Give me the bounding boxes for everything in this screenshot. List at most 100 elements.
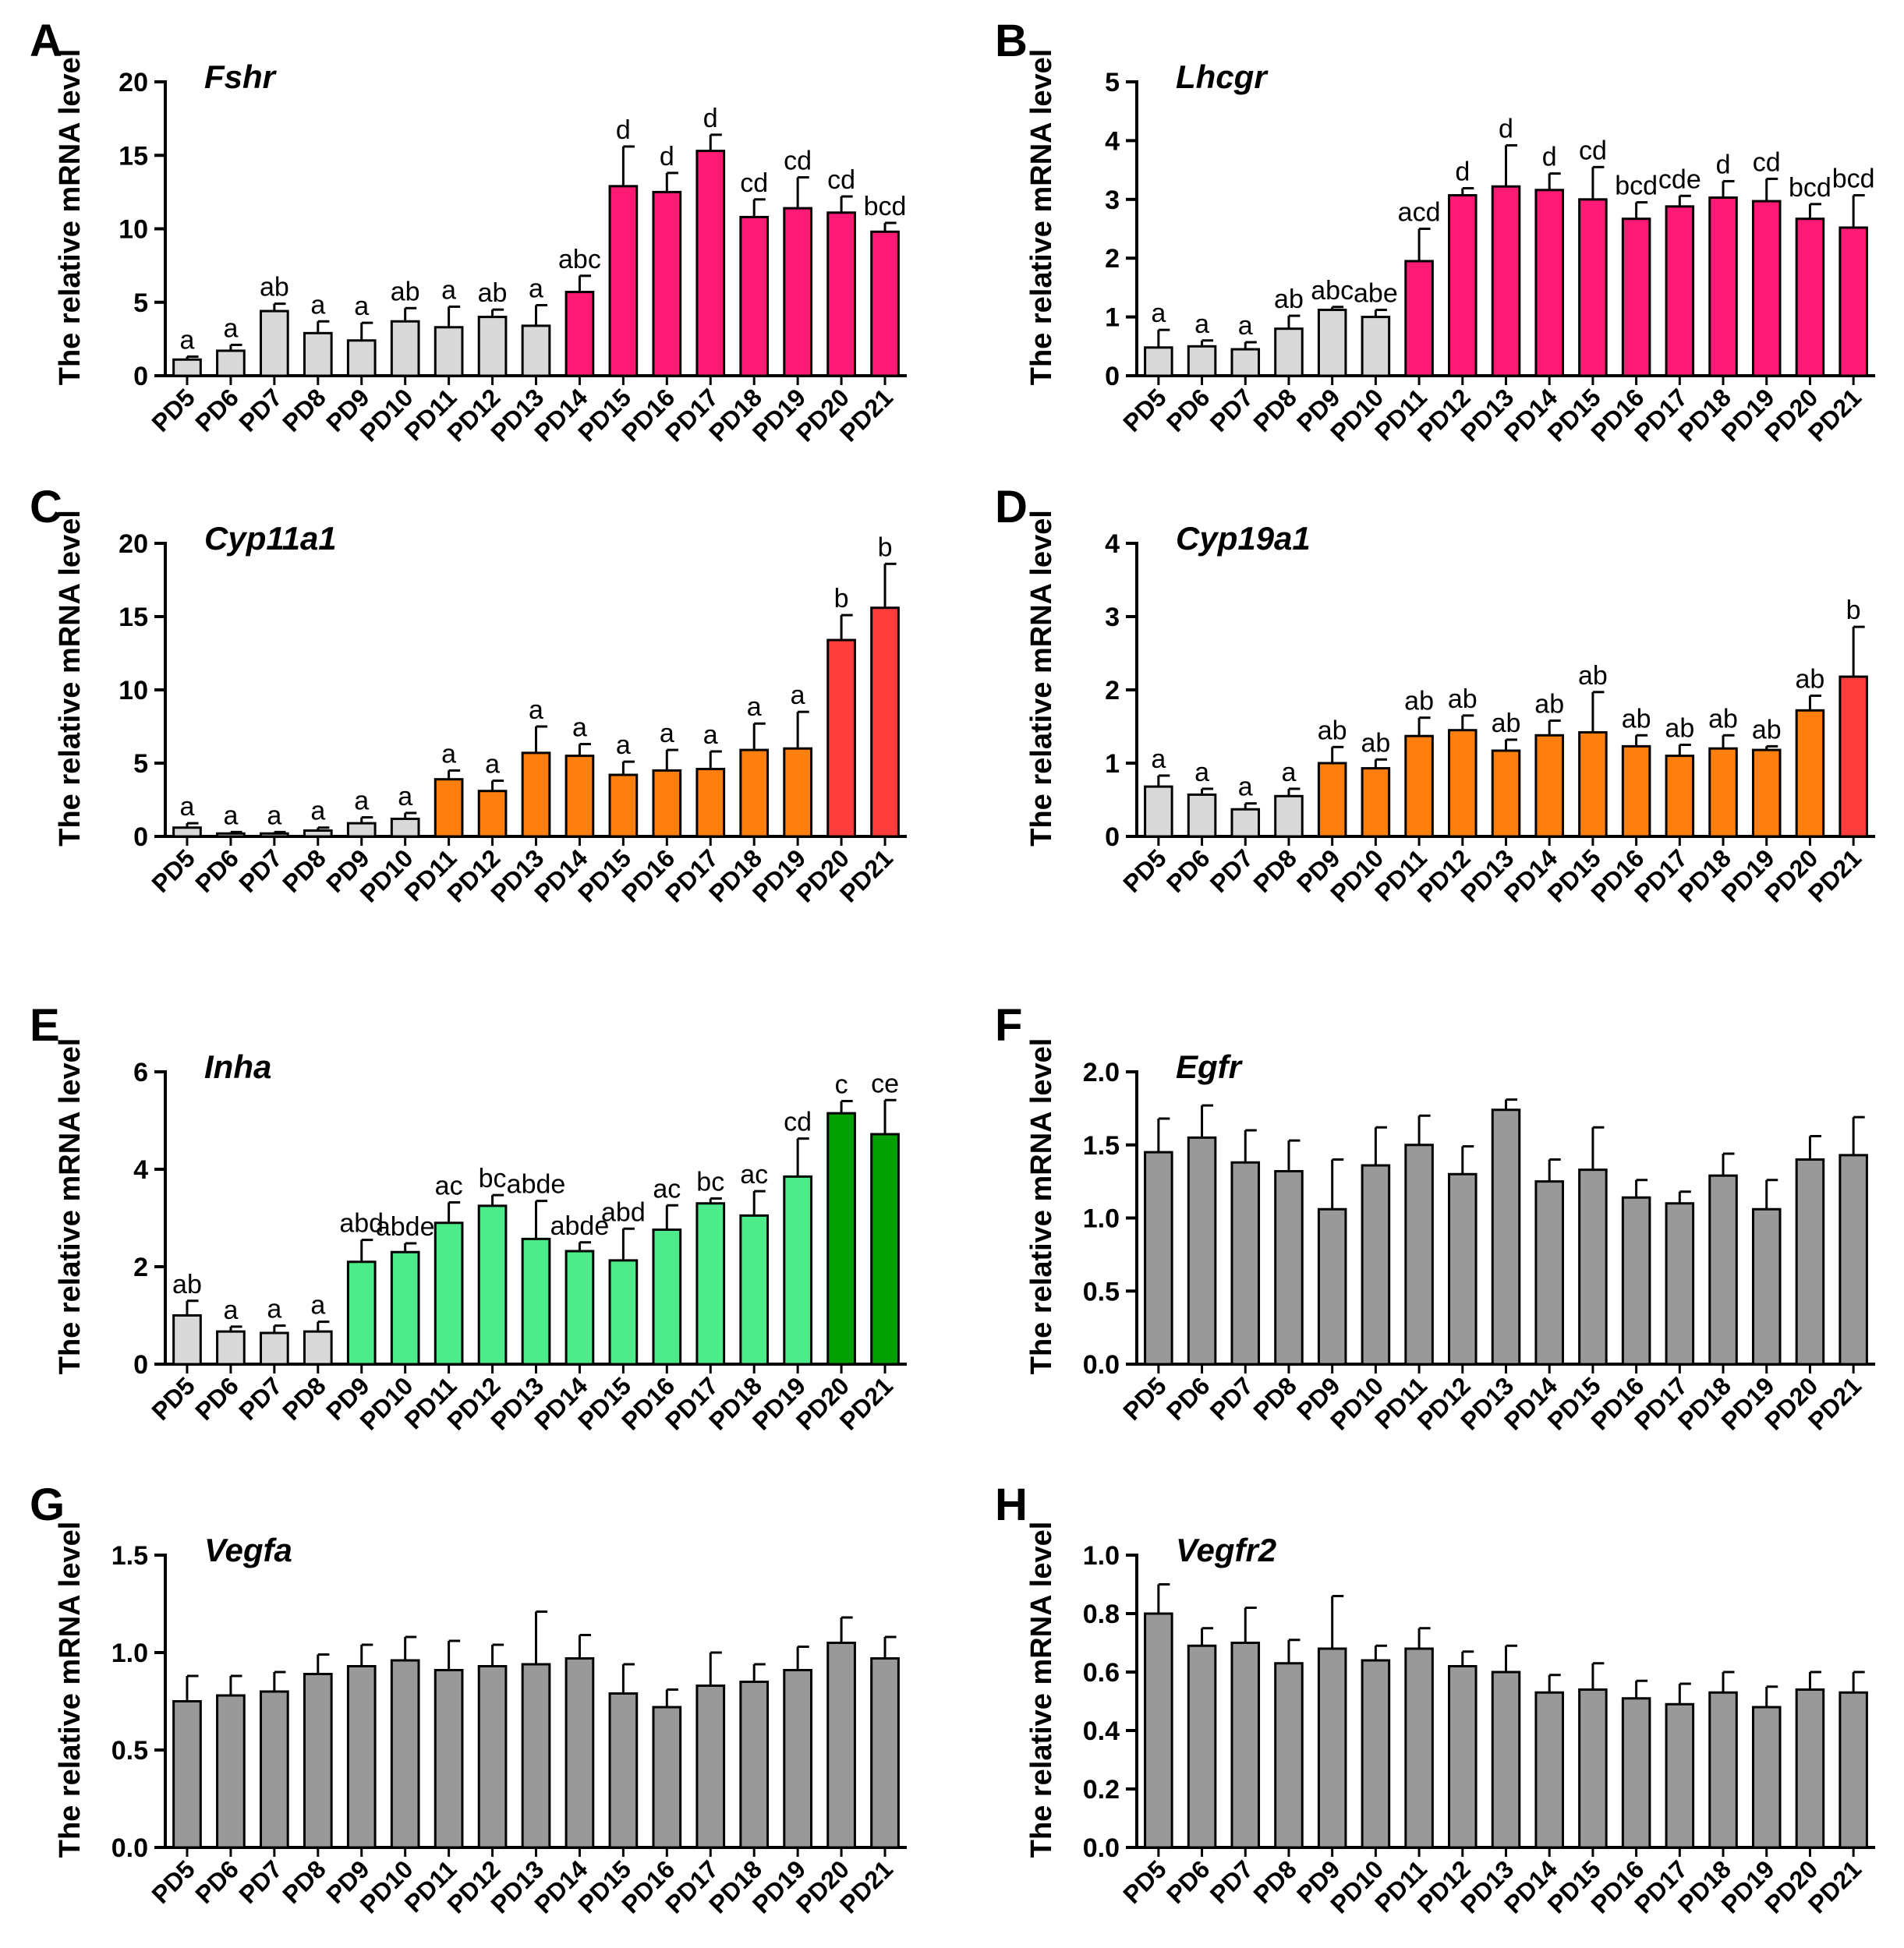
bar-pd14: [564, 291, 595, 377]
significance-letter: a: [747, 692, 762, 722]
bar-pd21: [870, 1657, 900, 1849]
y-tick-label: 2.0: [1083, 1058, 1120, 1087]
bar-pd6: [216, 349, 246, 377]
bar-pd5: [172, 358, 202, 377]
x-tick-label: PD5: [1117, 1854, 1171, 1908]
significance-letter: a: [1151, 744, 1166, 774]
bar-pd14: [1534, 734, 1564, 838]
y-tick-label: 10: [119, 215, 148, 245]
bar-pd15: [1578, 1168, 1608, 1366]
y-tick-label: 0: [133, 1350, 148, 1380]
y-tick-label: 6: [133, 1058, 148, 1087]
x-tick-label: PD7: [233, 383, 287, 437]
bar-pd7: [1230, 808, 1261, 838]
y-tick-label: 0: [1105, 362, 1120, 391]
y-tick-label: 0: [1105, 822, 1120, 852]
significance-letter: a: [572, 713, 587, 743]
significance-letter: a: [791, 681, 805, 710]
bar-pd15: [1578, 731, 1608, 838]
significance-letter: a: [180, 792, 195, 822]
x-tick-label: PD5: [1117, 383, 1171, 437]
significance-letter: a: [354, 292, 369, 321]
bar-pd8: [303, 829, 333, 838]
x-tick-label: PD8: [277, 383, 331, 437]
y-tick-label: 1.5: [111, 1541, 148, 1571]
bar-pd14: [564, 1250, 595, 1366]
y-tick-label: 0.5: [111, 1736, 148, 1766]
bar-pd8: [1274, 1170, 1304, 1366]
chart-panel-b: B Lhcgr The relative mRNA level 0 1 2 3 4 5 a PD5 a…: [995, 16, 1875, 447]
bar-pd20: [1795, 1158, 1825, 1366]
x-tick-label: PD8: [1248, 843, 1301, 897]
y-tick-label: 0.6: [1083, 1658, 1120, 1688]
bar-pd11: [434, 1221, 464, 1366]
bar-pd10: [1361, 316, 1391, 377]
bar-pd5: [1144, 346, 1173, 377]
x-tick-label: PD8: [277, 1371, 331, 1425]
bar-pd15: [608, 1259, 639, 1366]
significance-letter: cd: [740, 168, 768, 198]
significance-letter: a: [310, 797, 325, 826]
bar-pd20: [826, 211, 856, 377]
bar-pd10: [1361, 1164, 1391, 1366]
x-tick-label: PD8: [277, 843, 331, 897]
bar-pd15: [608, 185, 639, 377]
x-tick-label: PD5: [146, 1371, 200, 1425]
significance-letter: abde: [376, 1212, 435, 1242]
x-tick-label: PD7: [1205, 1854, 1258, 1908]
bar-pd7: [260, 1690, 289, 1849]
bar-pd14: [1534, 1691, 1564, 1849]
bar-pd5: [1144, 1612, 1173, 1849]
y-tick-label: 4: [1105, 126, 1120, 156]
x-tick-label: PD6: [1161, 843, 1215, 897]
bar-pd7: [1230, 1161, 1261, 1366]
significance-letter: bcd: [1789, 173, 1831, 203]
x-tick-label: PD6: [189, 383, 243, 437]
panel-letter: H: [995, 1480, 1028, 1530]
panel-letter: G: [30, 1480, 65, 1530]
bar-pd16: [652, 1706, 682, 1849]
bar-pd11: [1404, 260, 1434, 377]
y-tick-label: 15: [119, 603, 148, 632]
x-tick-label: PD8: [277, 1854, 331, 1908]
y-tick-label: 0.5: [1083, 1277, 1120, 1306]
significance-letter: b: [834, 584, 849, 613]
bar-pd9: [346, 339, 377, 377]
bar-pd16: [652, 190, 682, 377]
y-axis-label: The relative mRNA level: [1025, 1522, 1058, 1858]
bar-pd5: [172, 826, 202, 838]
panel-letter: A: [30, 16, 62, 66]
y-tick-label: 1.0: [1083, 1204, 1120, 1234]
bar-pd6: [1187, 1644, 1217, 1849]
x-tick-label: PD8: [1248, 1854, 1301, 1908]
bar-pd21: [1839, 675, 1868, 838]
bar-pd19: [783, 1669, 812, 1849]
bar-pd9: [346, 1665, 377, 1849]
bar-pd8: [1274, 327, 1304, 377]
significance-letter: d: [703, 104, 718, 133]
significance-letter: bc: [479, 1164, 507, 1193]
bar-pd5: [172, 1314, 202, 1366]
significance-letter: a: [703, 720, 718, 750]
bar-pd6: [216, 1694, 246, 1849]
bar-pd14: [564, 755, 595, 838]
significance-letter: ab: [260, 273, 289, 302]
bar-pd10: [390, 320, 420, 377]
significance-letter: abd: [601, 1197, 646, 1227]
y-tick-label: 1.5: [1083, 1131, 1120, 1161]
bar-pd17: [1665, 755, 1695, 838]
bar-pd18: [739, 1681, 770, 1849]
bar-pd21: [870, 1133, 900, 1366]
significance-letter: a: [267, 801, 281, 830]
bar-pd18: [1708, 1691, 1738, 1849]
panel-letter: E: [30, 1000, 60, 1051]
significance-letter: abc: [1311, 276, 1354, 306]
bar-pd17: [695, 768, 726, 838]
significance-letter: a: [1282, 758, 1297, 787]
x-tick-label: PD6: [1161, 1854, 1215, 1908]
bar-pd21: [1839, 226, 1868, 377]
bar-pd5: [1144, 785, 1173, 838]
significance-letter: d: [660, 142, 674, 171]
bar-pd13: [521, 751, 551, 838]
panel-letter: D: [995, 482, 1028, 532]
